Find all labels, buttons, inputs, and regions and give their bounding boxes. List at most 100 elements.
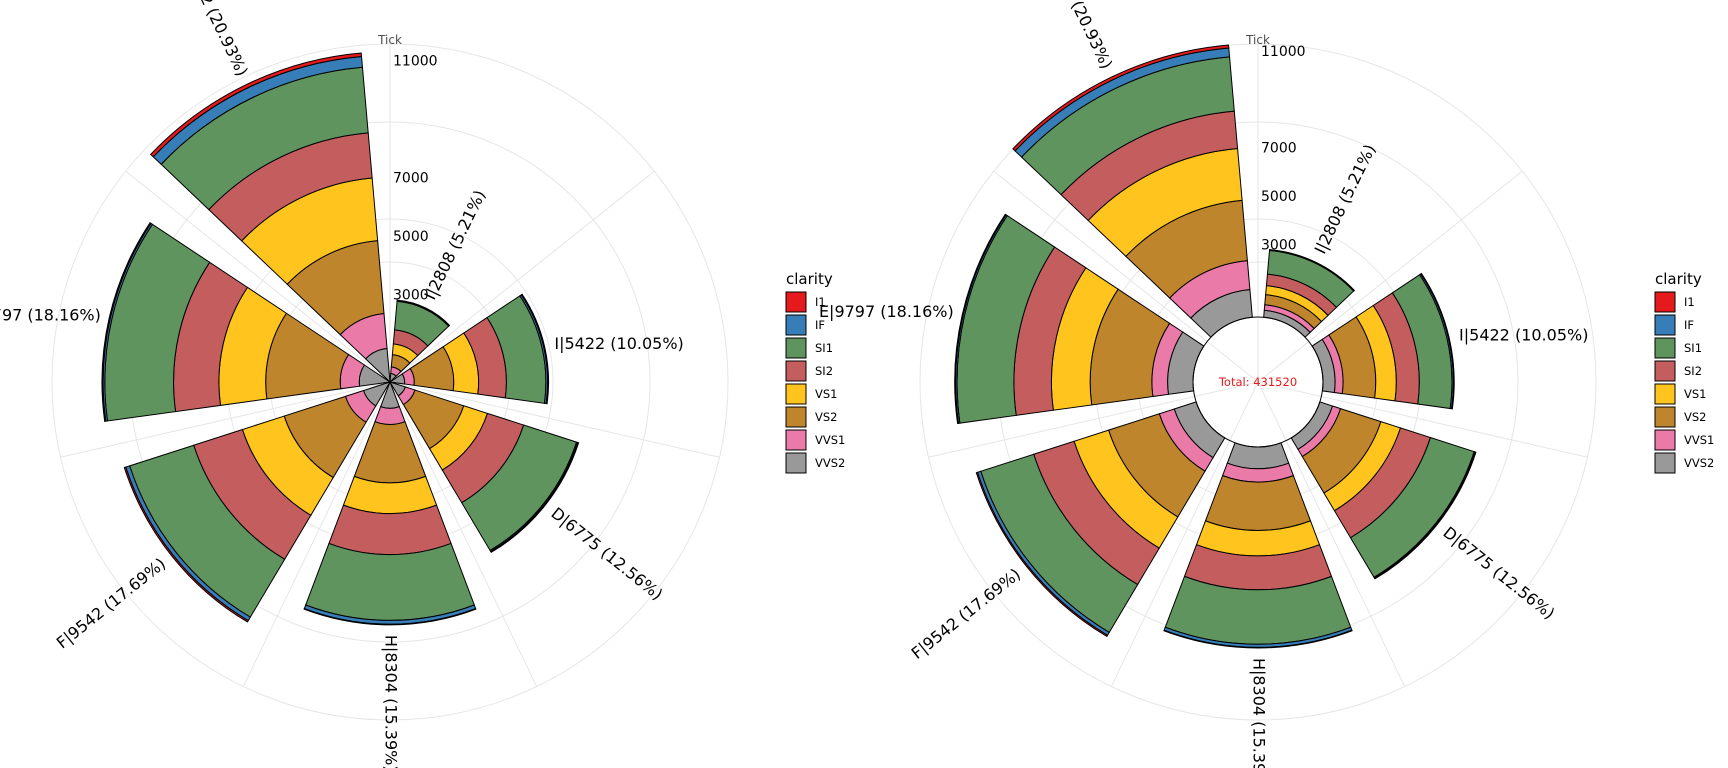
grid-spoke [928,381,1259,458]
bars [101,52,580,626]
legend-swatch-si1 [785,337,807,359]
bar-segment-i1 [101,222,152,422]
legend-label: VVS2 [815,456,845,470]
polar-grid [51,43,729,721]
tick-label: 5000 [1261,189,1297,205]
legend-swatch-si1 [1654,337,1676,359]
grid-spoke [1110,381,1259,687]
legend-label: VS2 [1684,410,1706,424]
bar-segment-i1 [396,299,451,327]
category-label: E|9797 (18.16%) [0,306,101,325]
legend-label: I1 [815,295,826,309]
legend-label: VS1 [1684,387,1706,401]
axis-title: Tick [377,33,402,47]
category-label: F|9542 (17.69%) [908,565,1025,663]
bar-segment-vs2 [353,421,427,484]
legend-swatch-vvs2 [785,452,807,474]
legend-swatch-vvs1 [1654,429,1676,451]
grid-spoke [242,381,391,687]
bar-segment-i1 [975,471,1109,638]
grid-spoke [1257,381,1406,687]
polar-chart-1: 3000 5000 7000 11000 Tick I|2808 (5.21%) I|542… [0,0,845,768]
bar-segment-i1 [1012,44,1230,152]
bar-segment-si1 [305,542,475,621]
category-label: G|11292 (20.93%) [1035,0,1116,72]
bar-segment-i1 [1269,249,1356,292]
legend-swatch-vs1 [1654,383,1676,405]
legend-swatch-si2 [785,360,807,382]
legend-swatch-vs2 [1654,406,1676,428]
grid-spoke [389,170,655,383]
legend-swatch-si2 [1654,360,1676,382]
category-label: D|6775 (12.56%) [547,504,666,604]
category-label: F|9542 (17.69%) [53,554,170,652]
category-label: G|11292 (20.93%) [171,0,252,79]
legend-swatch-vvs2 [1654,452,1676,474]
legend-swatch-i1 [1654,291,1676,313]
bar-segment-i1 [149,52,363,158]
legend-title: clarity [1655,270,1702,288]
legend-label: VS2 [815,410,837,424]
category-label: I|2808 (5.21%) [1311,141,1380,257]
bar-segment-i1 [520,293,550,405]
legend-label: SI1 [1684,341,1702,355]
legend: clarity I1 IF SI1 SI2 VS1 VS2 VVS1 VVS2 [785,270,845,474]
legend-label: IF [1684,318,1694,332]
grid-spoke [1257,381,1588,458]
category-label: I|2808 (5.21%) [421,187,490,303]
legend-label: I1 [1684,295,1695,309]
category-label: D|6775 (12.56%) [1440,523,1559,623]
grid-spoke [60,381,391,458]
legend-label: VVS1 [815,433,845,447]
bar-segment-i1 [123,466,249,623]
grid-spoke [389,381,720,458]
legend-label: VVS2 [1684,456,1714,470]
tick-label: 3000 [1261,237,1297,253]
axis-title: Tick [1245,33,1270,47]
bar-segment-i1 [1420,272,1455,410]
category-label: I|5422 (10.05%) [1459,326,1588,345]
grid-spoke [125,170,391,383]
category-label: I|5422 (10.05%) [554,334,683,353]
tick-label: 5000 [393,229,429,245]
legend-title: clarity [786,270,833,288]
bar-segment-i1 [954,213,1007,425]
category-label: E|9797 (18.16%) [819,302,954,321]
legend-label: SI1 [815,341,833,355]
tick-label: 11000 [393,53,438,69]
tick-label: 11000 [1261,44,1306,60]
legend-swatch-if [1654,314,1676,336]
bar-segment-vvs1 [374,405,406,425]
legend-swatch-i1 [785,291,807,313]
tick-label: 7000 [1261,141,1297,157]
grid-spoke [993,170,1259,383]
legend-label: IF [815,318,825,332]
category-label: H|8304 (15.39%) [382,635,401,768]
legend-label: VS1 [815,387,837,401]
legend-swatch-if [785,314,807,336]
bar-segment-i1 [1373,451,1477,580]
legend-swatch-vs2 [785,406,807,428]
grid-spoke [1257,170,1523,383]
grid-spoke [389,381,538,687]
tick-label: 3000 [393,287,429,303]
center-total-label: Total: 431520 [1218,375,1297,389]
category-label: H|8304 (15.39%) [1250,658,1269,768]
bar-segment-i1 [490,441,580,554]
inner-ring [1192,316,1324,448]
legend-label: SI2 [815,364,833,378]
bar-segment-i1 [303,607,477,626]
tick-label: 7000 [393,170,429,186]
bars [954,44,1477,649]
legend-swatch-vvs1 [785,429,807,451]
radial-ticks: 3000 5000 7000 11000 [1261,44,1306,254]
legend-label: VVS1 [1684,433,1714,447]
legend-label: SI2 [1684,364,1702,378]
legend: clarity I1 IF SI1 SI2 VS1 VS2 VVS1 VVS2 [1654,270,1714,474]
radial-ticks: 3000 5000 7000 11000 [393,53,438,303]
legend-swatch-vs1 [785,383,807,405]
bar-segment-vs2 [1204,474,1312,531]
bar-segment-i1 [1163,629,1353,649]
